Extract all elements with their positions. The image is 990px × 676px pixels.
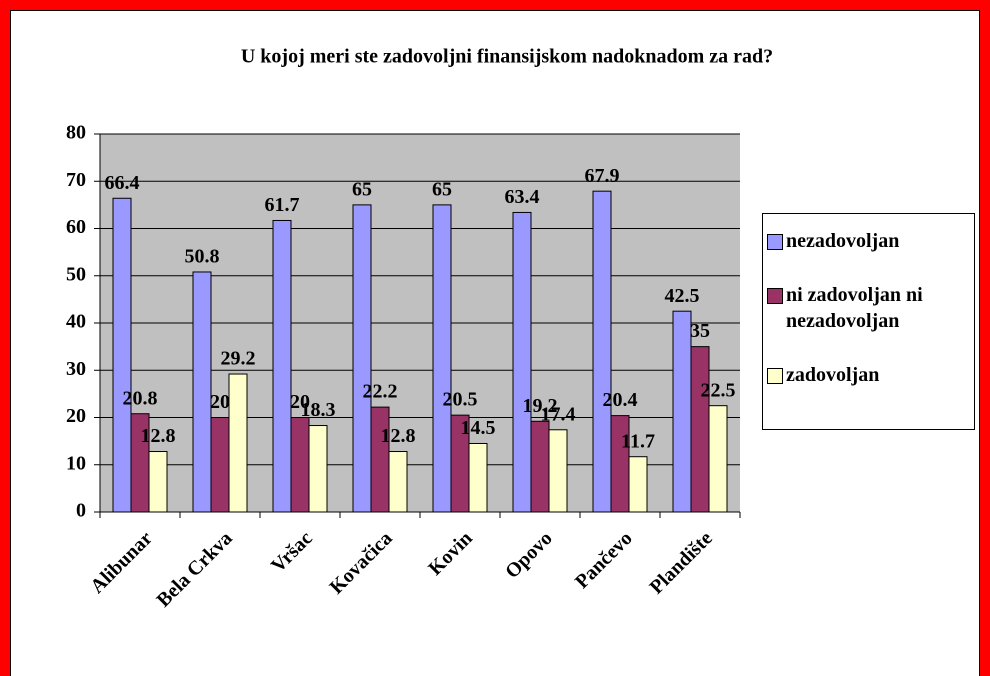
bar	[290, 417, 310, 513]
legend-entry: nezadovoljan	[767, 228, 970, 254]
legend-swatch	[767, 288, 783, 304]
data-label: 65	[432, 178, 452, 200]
x-tick-label: Vršac	[267, 527, 317, 577]
y-tick-label: 40	[66, 311, 86, 333]
legend: nezadovoljan ni zadovoljan ni nezadovolja…	[762, 213, 975, 430]
bar	[592, 190, 612, 513]
x-tick-label: Bela Crkva	[152, 527, 236, 611]
bar	[512, 211, 532, 513]
data-label: 61.7	[265, 194, 300, 216]
data-label: 18.3	[301, 399, 336, 421]
bar	[272, 219, 292, 513]
bar	[672, 310, 692, 513]
x-tick-label: Plandište	[645, 527, 716, 598]
data-label: 42.5	[665, 285, 700, 307]
data-label: 29.2	[221, 348, 256, 370]
y-tick-label: 0	[76, 500, 86, 522]
bar	[388, 451, 408, 513]
bar	[148, 451, 168, 513]
bar	[228, 373, 248, 513]
bar	[112, 197, 132, 513]
x-tick-label: Kovačica	[325, 527, 396, 598]
data-label: 67.9	[585, 165, 620, 187]
bar	[530, 420, 550, 513]
legend-label: zadovoljan	[786, 364, 880, 386]
bar	[352, 204, 372, 513]
y-tick-label: 70	[66, 169, 86, 191]
data-label: 22.5	[701, 379, 736, 401]
legend-label: ni zadovoljan ni nezadovoljan	[786, 284, 923, 332]
y-tick-label: 30	[66, 358, 86, 380]
data-label: 65	[352, 178, 372, 200]
data-label: 20	[290, 391, 310, 413]
data-label: 17.4	[541, 403, 576, 425]
data-label: 66.4	[105, 172, 140, 194]
x-tick-label: Kovin	[424, 527, 477, 580]
data-label: 35	[690, 320, 710, 342]
y-tick-label: 10	[66, 452, 86, 474]
data-label: 20.5	[443, 389, 478, 411]
legend-entry: ni zadovoljan ni nezadovoljan	[767, 282, 970, 334]
y-tick-label: 60	[66, 216, 86, 238]
bar	[628, 456, 648, 513]
bar	[192, 271, 212, 513]
data-label: 12.8	[141, 425, 176, 447]
data-label: 20	[210, 391, 230, 413]
data-label: 20.4	[603, 389, 638, 411]
x-tick-label: Opovo	[501, 527, 557, 583]
bar	[690, 346, 710, 513]
chart-title: U kojoj meri ste zadovoljni finansijskom…	[241, 46, 773, 68]
data-label: 22.2	[363, 381, 398, 403]
bar	[432, 204, 452, 513]
bar	[308, 425, 328, 513]
x-tick-label: Alibunar	[86, 527, 157, 598]
y-tick-label: 50	[66, 263, 86, 285]
y-tick-label: 20	[66, 405, 86, 427]
data-label: 11.7	[621, 430, 655, 452]
x-tick-label: Pančevo	[571, 527, 637, 593]
data-label: 19.2	[523, 395, 558, 417]
bar	[370, 406, 390, 513]
bar	[468, 442, 488, 513]
data-label: 14.5	[461, 417, 496, 439]
data-label: 63.4	[505, 186, 540, 208]
legend-swatch	[767, 234, 783, 250]
bar	[548, 429, 568, 513]
legend-entry: zadovoljan	[767, 362, 970, 388]
bar	[210, 417, 230, 513]
data-label: 20.8	[123, 387, 158, 409]
data-label: 50.8	[185, 246, 220, 268]
legend-label: nezadovoljan	[786, 230, 900, 252]
y-tick-label: 80	[66, 122, 86, 144]
data-label: 12.8	[381, 425, 416, 447]
bar	[708, 405, 728, 513]
legend-swatch	[767, 368, 783, 384]
